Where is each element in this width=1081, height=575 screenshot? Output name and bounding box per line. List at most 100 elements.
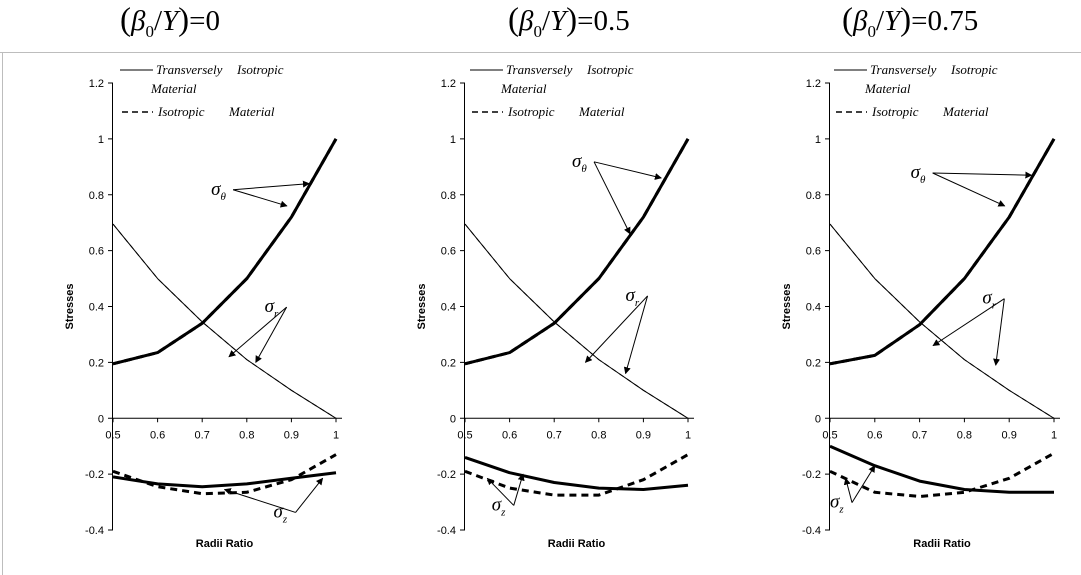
y-tick-label: 0.6 [441,246,456,258]
legend-label: Isotropic [236,62,284,77]
panel-1-header: (β0/Y)=0 [120,2,221,41]
legend-label: Material [500,81,547,96]
annotation-arrow [232,189,288,208]
chart-panel-1: 1.2 1 0.8 0.6 0.4 0.2 0 -0.2 -0.4 0.5 0.6 0.7 0.8 0.9… [64,62,342,550]
series-line-theta_ti [829,138,1056,366]
annotation-arrow [932,172,1006,207]
annotation-arrow [233,180,310,191]
x-tick-label: 0.8 [957,429,972,441]
annotation-sigma-θ: σθ [572,151,587,175]
y-tick-label: -0.2 [437,469,456,481]
x-tick-label: 0.7 [195,429,210,441]
annotation-subscript: z [838,504,844,516]
legend-label: Transversely [156,62,223,77]
y-tick-label: 0.6 [89,246,104,258]
annotation-arrow [513,473,525,506]
y-tick-label: -0.4 [85,525,104,537]
x-tick-label: 0.6 [502,429,517,441]
series-line-theta_iso [464,138,690,366]
x-tick-label: 0.9 [284,429,299,441]
annotation-subscript: θ [920,174,926,186]
annotation-arrow [623,295,649,375]
annotation-sigma-θ: σθ [211,179,226,203]
annotation-sigma-r: σr [265,296,279,320]
legend-label: Material [864,81,911,96]
x-tick-label: 0.7 [547,429,562,441]
annotation-subscript: r [274,308,279,320]
panel-3-header: (β0/Y)=0.75 [842,2,979,41]
annotation-sigma-z: σz [830,492,844,516]
series-line-z_ti [464,455,689,491]
legend-label: Isotropic [157,104,205,119]
x-axis-label: Radii Ratio [913,538,971,550]
y-tick-label: 1 [98,134,104,146]
annotation-arrow [584,295,648,363]
legend-label: Transversely [506,62,573,77]
y-tick-label: 0.8 [441,190,456,202]
panel-2-header: (β0/Y)=0.5 [508,2,630,41]
annotation-arrow [295,477,324,513]
frame-top-rule [0,52,1081,53]
x-axis-label: Radii Ratio [196,538,254,550]
annotation-arrow [932,298,1005,347]
x-tick-label: 0.6 [867,429,882,441]
series-line-r_ti [464,223,689,419]
series-line-theta_iso [829,138,1056,366]
y-axis-label: Stresses [781,284,793,330]
x-tick-label: 0.9 [1002,429,1017,441]
frame-left-rule [2,52,3,575]
y-tick-label: 0.4 [806,302,821,314]
x-tick-label: 0.6 [150,429,165,441]
series-line-r_ti [112,223,337,419]
y-tick-label: 1.2 [806,78,821,90]
annotation-arrow [843,477,853,503]
annotation-arrow [255,306,288,363]
legend-label: Transversely [870,62,937,77]
legend-label: Isotropic [586,62,634,77]
annotation-arrow [486,477,515,506]
y-tick-label: 1 [815,134,821,146]
y-tick-label: -0.4 [802,525,821,537]
annotation-subscript: θ [220,191,226,203]
annotation-subscript: z [500,506,506,518]
annotation-subscript: r [635,297,640,309]
series-line-z_iso [112,453,337,496]
y-tick-label: 0 [815,413,821,425]
y-axis-label: Stresses [416,284,428,330]
series-line-r_ti [829,223,1055,419]
annotation-subscript: θ [581,163,587,175]
annotation-arrow [993,298,1005,366]
legend-label: Material [228,104,275,119]
y-tick-label: 0.2 [441,357,456,369]
y-tick-label: 0 [450,413,456,425]
annotation-sigma-θ: σθ [911,162,926,186]
x-tick-label: 1 [333,429,339,441]
y-tick-label: 0.6 [806,246,821,258]
legend-label: Material [150,81,197,96]
x-tick-label: 0.8 [591,429,606,441]
x-tick-label: 0.9 [636,429,651,441]
series-line-theta_ti [464,138,690,366]
series-line-r_iso [112,223,337,419]
x-tick-label: 1 [1051,429,1057,441]
y-tick-label: 1.2 [441,78,456,90]
x-tick-label: 0.8 [239,429,254,441]
y-tick-label: 0.4 [89,302,104,314]
y-tick-label: 0.4 [441,302,456,314]
legend-label: Material [578,104,625,119]
y-tick-label: -0.2 [802,469,821,481]
annotation-arrow [223,488,296,513]
series-line-r_iso [464,223,689,419]
y-tick-label: 0.8 [89,190,104,202]
y-tick-label: -0.2 [85,469,104,481]
annotation-sigma-z: σz [492,494,506,518]
y-tick-label: -0.4 [437,525,456,537]
y-tick-label: 0.8 [806,190,821,202]
x-tick-label: 0.7 [912,429,927,441]
x-tick-label: 1 [685,429,691,441]
series-line-z_ti [829,444,1054,494]
chart-panel-3: 1.2 1 0.8 0.6 0.4 0.2 0 -0.2 -0.4 0.5 0.6 0.7 0.8 0.9… [781,62,1060,550]
chart-panel-2: 1.2 1 0.8 0.6 0.4 0.2 0 -0.2 -0.4 0.5 0.6 0.7 0.8 0.9… [416,62,694,550]
annotation-arrow [932,171,1033,179]
y-tick-label: 1.2 [89,78,104,90]
